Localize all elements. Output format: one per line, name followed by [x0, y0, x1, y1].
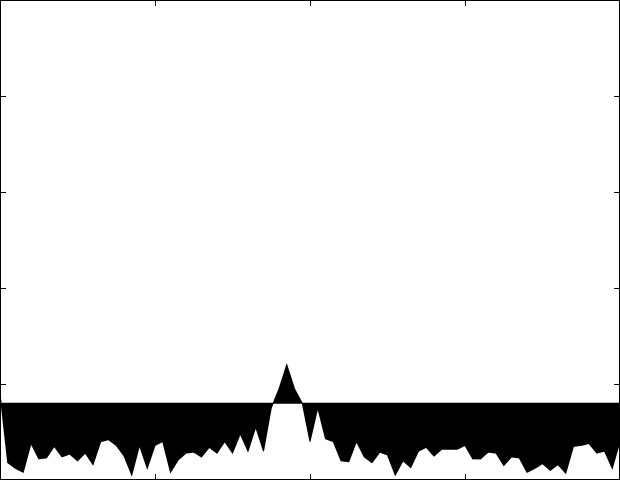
- area-fills: [0, 363, 620, 477]
- area-segment-2: [272, 363, 620, 477]
- area-segment-1: [0, 402, 274, 477]
